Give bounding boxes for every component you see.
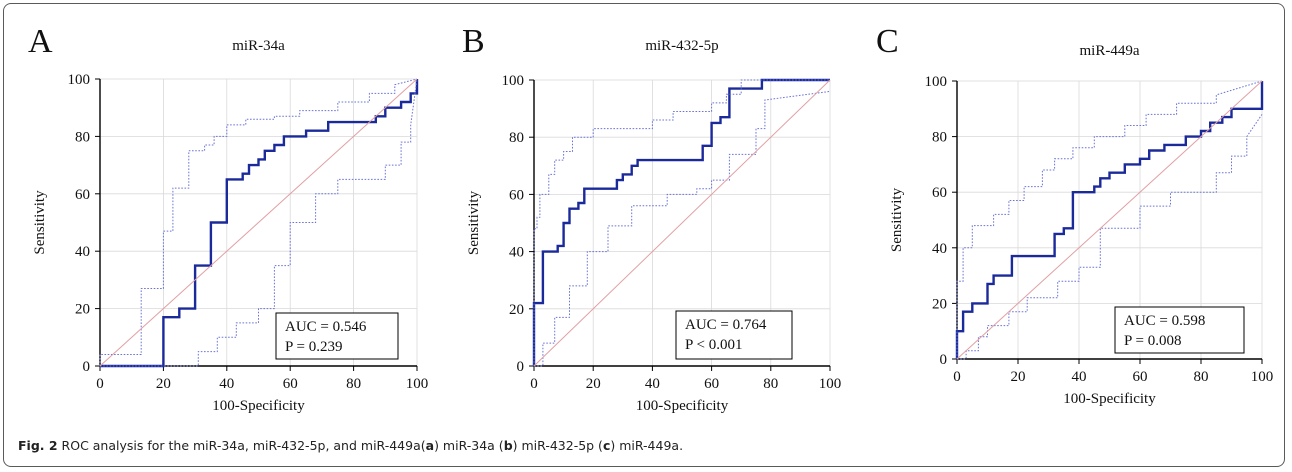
y-tick-label: 40 [932,241,947,257]
panel-c: 0 20 40 60 80 100 0 20 40 60 80 100 100-Specificity S… [876,23,1273,407]
caption-text-1: ROC analysis for the miR-34a, miR-432-5p… [57,438,426,453]
x-tick-label: 40 [1072,369,1087,385]
y-tick-label: 60 [509,187,524,203]
y-tick-label: 20 [932,296,947,312]
caption-letter-c: c [602,438,611,453]
auc-text: AUC = 0.764 [685,317,767,333]
x-tick-label: 80 [763,376,778,392]
x-tick-label: 20 [156,376,171,392]
y-tick-label: 40 [509,245,524,261]
y-tick-label: 20 [509,302,524,318]
panel-title: miR-432-5p [645,38,718,54]
y-tick-label: 100 [925,74,948,90]
p-value-text: P < 0.001 [685,337,743,353]
reference-curve [533,79,831,367]
annotation-box [275,312,399,360]
x-tick-label: 60 [283,376,298,392]
x-tick-label: 80 [346,376,361,392]
auc-text: AUC = 0.546 [285,319,367,335]
auc-annotation: AUC = 0.546 P = 0.239 [275,312,399,360]
x-tick-label: 40 [645,376,660,392]
caption-fig-label: Fig. 2 [18,438,58,453]
y-tick-label: 20 [75,302,90,318]
annotation-box [1114,306,1245,354]
y-tick-label: 60 [932,185,947,201]
x-axis-title: 100-Specificity [636,398,729,414]
roc-curve [955,81,1264,359]
caption-letter-b: b [503,438,513,453]
y-tick-label: 0 [517,359,525,375]
x-tick-label: 20 [1011,369,1026,385]
panel-a: 0 20 40 60 80 100 0 20 40 60 80 100 100-Specificity S… [28,23,428,414]
panel-letter: C [876,23,899,60]
reference-curve [956,80,1263,360]
x-tick-label: 100 [819,376,842,392]
roc-curve [532,78,830,366]
p-value-text: P = 0.008 [1124,333,1182,349]
y-tick-label: 40 [75,244,90,260]
ci-lower-curve [100,78,418,367]
panel-title: miR-34a [232,38,285,54]
panel-b: 0 20 40 60 80 100 0 20 40 60 80 100 100-Specificity S… [462,23,841,414]
ci-lower-curve [957,114,1263,360]
auc-annotation: AUC = 0.764 P < 0.001 [675,310,793,360]
auc-annotation: AUC = 0.598 P = 0.008 [1114,306,1245,354]
figure-caption: Fig. 2 ROC analysis for the miR-34a, miR… [18,438,683,453]
x-tick-label: 100 [406,376,429,392]
x-tick-label: 20 [586,376,601,392]
ci-lower-curve [534,90,831,367]
y-tick-label: 60 [75,187,90,203]
panel-letter: A [28,23,53,60]
x-tick-label: 40 [219,376,234,392]
x-tick-label: 0 [953,369,961,385]
y-tick-label: 100 [502,73,525,89]
y-tick-label: 80 [932,130,947,146]
auc-text: AUC = 0.598 [1124,313,1205,329]
panel-letter: B [462,23,485,60]
y-axis-title: Sensitivity [32,190,48,255]
annotation-box [675,310,793,360]
x-tick-label: 80 [1194,369,1209,385]
x-tick-label: 0 [96,376,104,392]
y-tick-label: 100 [68,72,91,88]
y-tick-label: 0 [940,352,948,368]
x-tick-label: 0 [530,376,538,392]
x-axis-title: 100-Specificity [1063,391,1156,407]
reference-curve [99,78,418,367]
y-tick-label: 80 [75,129,90,145]
y-axis-title: Sensitivity [889,187,905,252]
x-tick-label: 100 [1251,369,1274,385]
x-axis-title: 100-Specificity [212,398,305,414]
caption-text-4: ) miR-449a. [610,438,684,453]
p-value-text: P = 0.239 [285,339,343,355]
caption-text-3: ) miR-432-5p ( [512,438,603,453]
y-tick-label: 0 [83,359,91,375]
x-tick-label: 60 [1133,369,1148,385]
ci-upper-curve [99,78,418,366]
caption-letter-a: a [425,438,435,453]
caption-text-2: ) miR-34a ( [434,438,504,453]
y-tick-label: 80 [509,130,524,146]
ci-upper-curve [956,80,1263,359]
x-tick-label: 60 [704,376,719,392]
y-axis-title: Sensitivity [466,190,482,255]
panel-title: miR-449a [1080,43,1140,59]
roc-curve [100,79,419,368]
